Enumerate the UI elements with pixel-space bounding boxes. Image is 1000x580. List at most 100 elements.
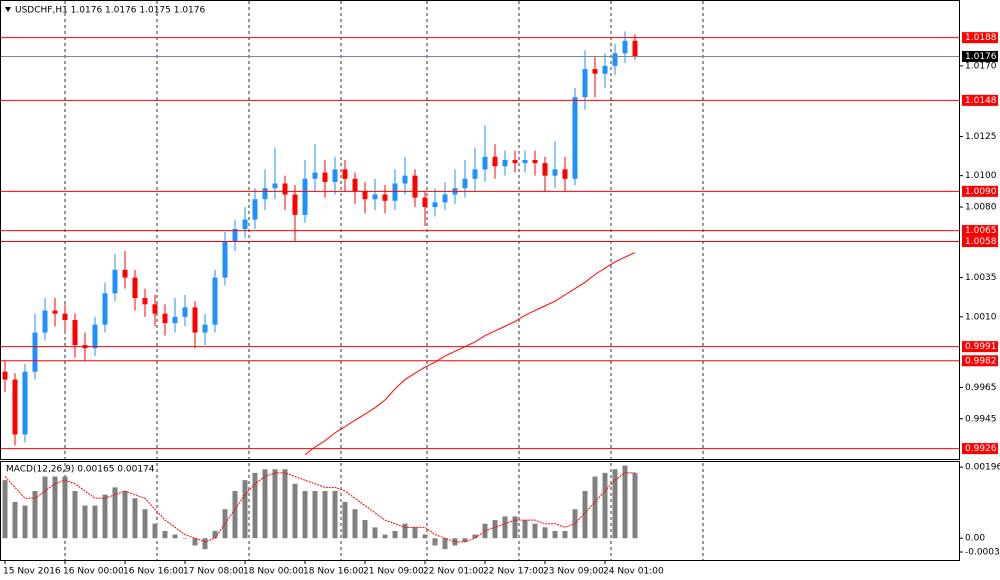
candle-body [32,332,38,372]
level-label-box [962,185,998,197]
macd-bar [422,534,428,539]
y-tick-label: 1.0035 [965,273,997,283]
macd-bar [402,523,408,539]
candle-body [402,175,408,184]
candle-body [222,241,228,278]
candle-body [392,183,398,201]
candle-body [312,172,318,179]
macd-bar [472,534,478,539]
candle-body [302,178,308,215]
macd-bar [292,483,298,539]
macd-bar [442,538,448,550]
marks: 1.0170 1.0125 1.0100 1.0080 1.0035 1.0010 0.99… [0,31,1000,577]
candle-body [522,159,528,164]
macd-bar [92,505,98,539]
last-price-box [962,50,998,62]
candle-body [212,277,218,325]
macd-bar [232,491,238,539]
y-tick-label: 0.00 [965,534,985,544]
macd-bar [122,491,128,539]
candle-body [172,316,178,324]
level-label-box [962,236,998,248]
candle-body [482,156,488,170]
macd-bar [12,501,18,539]
level-label: 0.9926 [965,444,997,454]
macd-bar [362,520,368,539]
candle-body [112,269,118,294]
macd-bar [502,516,508,539]
x-tick-label: 22 Nov 17:00 [483,567,544,577]
y-tick-label: 0.00196 [965,463,1000,473]
candle-body [512,159,518,164]
x-tick-label: 16 Nov 16:00 [123,567,184,577]
candle-body [232,229,238,242]
macd-bar [52,476,58,539]
x-tick-label: 21 Nov 09:00 [363,567,424,577]
level-label: 0.9991 [965,342,997,352]
candle-body [132,277,138,299]
y-tick-label: 0.9965 [965,383,997,393]
candle-body [632,40,638,57]
macd-bar [312,491,318,539]
candle-body [562,169,568,179]
x-tick-label: 15 Nov 2016 [3,567,61,577]
macd-bar [242,480,248,539]
candle-body [2,371,8,380]
macd-bar [542,527,548,539]
macd-bar [42,476,48,539]
x-tick-label: 24 Nov 01:00 [603,567,664,577]
candle-body [462,178,468,189]
y-tick-label: 1.0010 [965,312,997,322]
macd-bar [342,501,348,539]
macd-bar [322,491,328,539]
menu-triangle[interactable] [5,7,11,12]
x-tick-label: 17 Nov 08:00 [183,567,244,577]
candle-body [332,169,338,182]
macd-bar [522,520,528,539]
candle-body [502,159,508,167]
level-label: 1.0058 [965,237,997,247]
x-tick-label: 22 Nov 01:00 [423,567,484,577]
level-label: 1.0148 [965,96,997,106]
candle-body [432,202,438,208]
macd-bar [462,538,468,542]
macd-bar [182,538,188,539]
candle-body [572,97,578,179]
level-label: 1.0188 [965,33,997,43]
macd-bar [582,491,588,539]
y-tick-label: 1.0170 [965,61,997,71]
macd-bar [72,491,78,539]
candle-body [12,379,18,435]
macd-bar [102,494,108,539]
level-label-box [962,355,998,367]
macd-bar [162,530,168,539]
candle-body [72,319,78,346]
candle-body [422,197,428,208]
level-label: 1.0065 [965,226,997,236]
main-panel-frame [0,0,960,460]
y-tick-label: 1.0100 [965,171,997,181]
x-tick-label: 16 Nov 00:00 [63,567,124,577]
macd-bar [172,534,178,539]
candle-body [192,307,198,333]
candle-body [182,307,188,317]
macd-bar [512,516,518,539]
macd-bar [252,472,258,539]
x-tick-label: 18 Nov 16:00 [303,567,364,577]
level-label-box [962,341,998,353]
candle-body [292,194,298,215]
macd-bar [412,527,418,539]
candle-body [272,183,278,189]
level-label: 1.0090 [965,187,997,197]
macd-bar [222,509,228,539]
candle-body [362,191,368,200]
candle-body [592,69,598,74]
candle-body [322,172,328,182]
y-tick-label: 1.0080 [965,203,997,213]
macd-bar [352,509,358,539]
candle-body [62,313,68,320]
macd-bar [612,469,618,539]
candle-body [282,183,288,195]
candle-body [552,169,558,176]
